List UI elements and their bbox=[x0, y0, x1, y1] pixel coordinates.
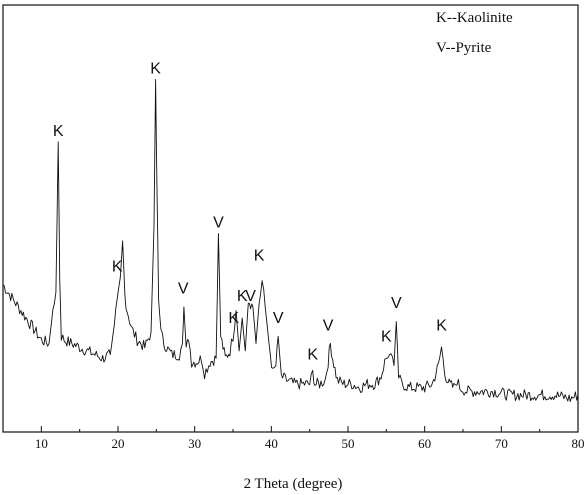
peak-label-9: V bbox=[273, 310, 284, 327]
plot-area bbox=[2, 4, 579, 433]
peak-label-6: K bbox=[237, 288, 248, 305]
peak-label-3: V bbox=[178, 281, 189, 298]
peak-label-2: K bbox=[150, 60, 161, 77]
x-tick-label-7: 80 bbox=[572, 436, 585, 451]
x-tick-label-0: 10 bbox=[35, 436, 48, 451]
legend-entry-pyrite: V--Pyrite bbox=[436, 40, 492, 56]
x-tick-label-5: 60 bbox=[418, 436, 431, 451]
peak-label-12: K bbox=[381, 328, 392, 345]
x-tick-label-6: 70 bbox=[495, 436, 508, 451]
peak-label-7: V bbox=[245, 288, 256, 305]
peak-label-11: V bbox=[323, 317, 334, 334]
peak-label-8: K bbox=[254, 248, 265, 265]
peak-label-4: V bbox=[213, 215, 224, 232]
peak-label-0: K bbox=[53, 123, 64, 140]
peak-label-14: K bbox=[436, 317, 447, 334]
x-axis-title: 2 Theta (degree) bbox=[244, 476, 343, 492]
x-axis: 10 20 30 40 50 60 70 80 bbox=[2, 426, 585, 451]
x-tick-label-1: 20 bbox=[112, 436, 125, 451]
peak-label-1: K bbox=[112, 259, 123, 276]
peak-label-13: V bbox=[391, 295, 402, 312]
series-line-0 bbox=[2, 78, 579, 402]
x-tick-label-2: 30 bbox=[188, 436, 201, 451]
legend-entry-kaolinite: K--Kaolinite bbox=[436, 10, 513, 26]
plot-frame bbox=[2, 4, 579, 433]
peak-label-5: K bbox=[228, 310, 239, 327]
x-tick-label-3: 40 bbox=[265, 436, 278, 451]
legend: K--Kaolinite V--Pyrite bbox=[436, 10, 513, 56]
x-tick-label-4: 50 bbox=[342, 436, 355, 451]
peak-label-10: K bbox=[307, 347, 318, 364]
